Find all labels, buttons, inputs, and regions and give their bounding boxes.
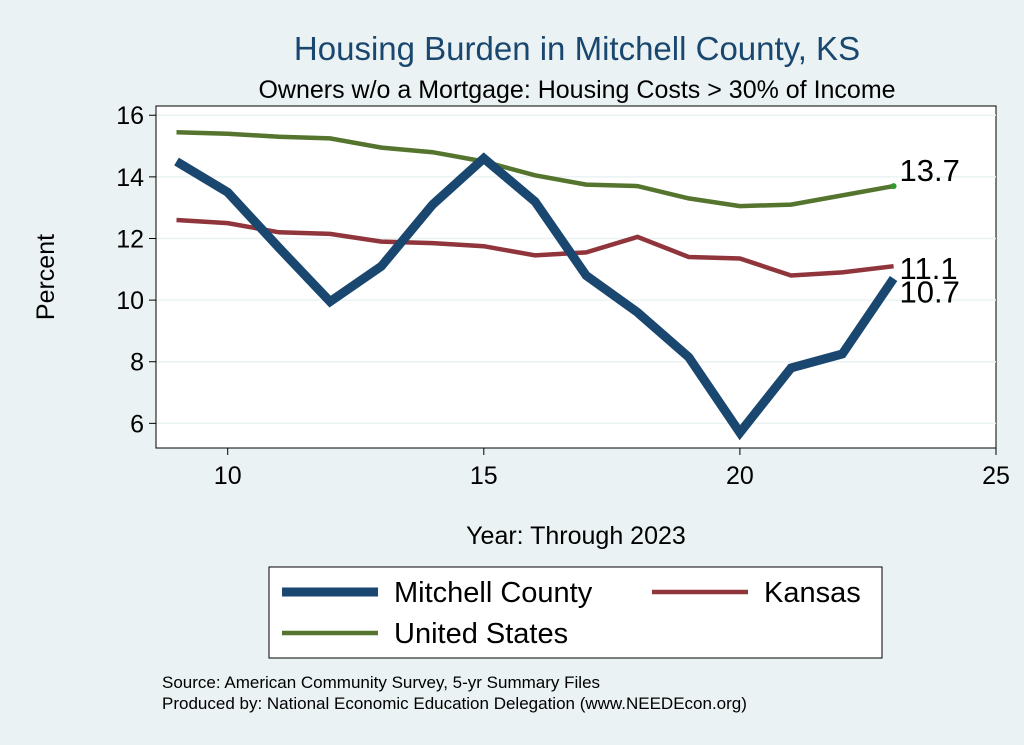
end-marker-united-states [890, 183, 897, 190]
end-label-kansas: 11.1 [900, 251, 958, 286]
legend-label-united-states: United States [394, 618, 568, 650]
x-axis-title: Year: Through 2023 [466, 522, 686, 550]
y-tick-label-12: 12 [116, 225, 144, 253]
end-label-mitchell-county: 10.7 [900, 275, 960, 310]
producer-note: Produced by: National Economic Education… [162, 694, 747, 713]
y-tick-label-8: 8 [130, 349, 144, 377]
end-label-united-states: 13.7 [900, 153, 960, 188]
series-line-united-states [176, 129, 895, 209]
y-tick-label-10: 10 [116, 287, 144, 315]
legend-box [268, 566, 883, 659]
plot-area [155, 105, 997, 449]
chart-title: Housing Burden in Mitchell County, KS [294, 30, 860, 67]
y-tick-label-14: 14 [116, 164, 144, 192]
legend-label-mitchell-county: Mitchell County [394, 577, 593, 609]
series-line-mitchell-county [174, 152, 898, 441]
chart-subtitle: Owners w/o a Mortgage: Housing Costs > 3… [258, 76, 895, 104]
end-labels: 10.711.1 13.7 [900, 153, 960, 309]
x-tick-label-10: 10 [214, 462, 242, 490]
y-tick-label-6: 6 [130, 410, 144, 438]
gridlines [156, 114, 996, 425]
x-tick-label-25: 25 [982, 462, 1010, 490]
x-tick-label-20: 20 [726, 462, 754, 490]
source-note: Source: American Community Survey, 5-yr … [162, 673, 600, 692]
legend-label-kansas: Kansas [764, 577, 861, 609]
series-group [174, 129, 898, 441]
y-axis-title: Percent [32, 234, 60, 320]
legend: Mitchell County Kansas United States [282, 577, 861, 650]
series-line-kansas [176, 217, 894, 278]
axes: 6 8 10 12 14 16 10 15 20 25 [116, 102, 1010, 490]
y-tick-label-16: 16 [116, 102, 144, 130]
x-tick-label-15: 15 [470, 462, 498, 490]
